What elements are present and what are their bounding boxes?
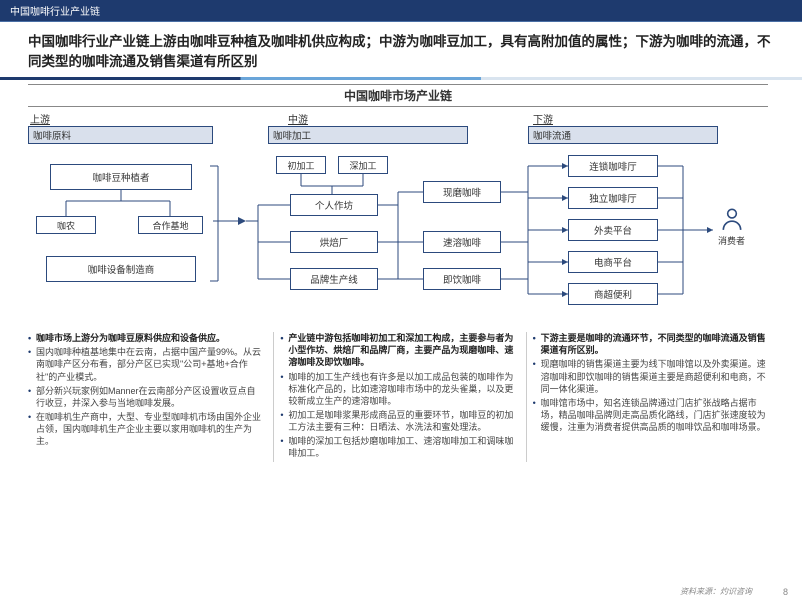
top-label: 中国咖啡行业产业链 <box>10 7 100 18</box>
accent-strip <box>0 77 802 80</box>
node-ecom: 电商平台 <box>568 251 658 273</box>
bullet-item: 在咖啡机生产商中，大型、专业型咖啡机市场由国外企业占领，国内咖啡机生产企业主要以… <box>28 411 263 447</box>
bullet-col-3: 下游主要是咖啡的流通环节，不同类型的咖啡流通及销售渠道有所区别。现磨咖啡的销售渠… <box>526 332 768 461</box>
flow-diagram: 上游 中游 下游 咖啡原料 咖啡加工 咖啡流通 咖啡豆种植者 咖农 合作基地 咖… <box>28 111 768 326</box>
node-indep: 独立咖啡厅 <box>568 187 658 209</box>
consumer-label: 消费者 <box>718 236 745 246</box>
node-deep: 深加工 <box>338 156 388 174</box>
source-label: 资料来源：灼识咨询 <box>680 586 752 597</box>
node-roast: 烘焙厂 <box>290 231 378 253</box>
node-chain: 连锁咖啡厅 <box>568 155 658 177</box>
bullet-item: 咖啡市场上游分为咖啡豆原料供应和设备供应。 <box>28 332 263 344</box>
bullet-columns: 咖啡市场上游分为咖啡豆原料供应和设备供应。国内咖啡种植基地集中在云南，占据中国产… <box>28 332 768 461</box>
bullet-item: 国内咖啡种植基地集中在云南，占据中国产量99%。从云南咖啡产区分布看，部分产区已… <box>28 346 263 382</box>
diagram-title: 中国咖啡市场产业链 <box>28 84 768 107</box>
node-workshop: 个人作坊 <box>290 194 378 216</box>
list-1: 咖啡市场上游分为咖啡豆原料供应和设备供应。国内咖啡种植基地集中在云南，占据中国产… <box>28 332 263 447</box>
list-3: 下游主要是咖啡的流通环节，不同类型的咖啡流通及销售渠道有所区别。现磨咖啡的销售渠… <box>533 332 768 433</box>
person-icon <box>719 206 745 232</box>
node-primary: 初加工 <box>276 156 326 174</box>
node-base: 合作基地 <box>138 216 203 234</box>
top-bar: 中国咖啡行业产业链 <box>0 0 802 22</box>
node-fresh: 现磨咖啡 <box>423 181 501 203</box>
node-instant: 速溶咖啡 <box>423 231 501 253</box>
bullet-col-2: 产业链中游包括咖啡初加工和深加工构成，主要参与者为小型作坊、烘焙厂和品牌厂商，主… <box>273 332 515 461</box>
bar-upstream: 咖啡原料 <box>28 126 213 144</box>
label-downstream: 下游 <box>533 111 553 126</box>
bar-midstream: 咖啡加工 <box>268 126 468 144</box>
node-consumer: 消费者 <box>718 206 745 247</box>
bullet-item: 下游主要是咖啡的流通环节，不同类型的咖啡流通及销售渠道有所区别。 <box>533 332 768 356</box>
bullet-item: 现磨咖啡的销售渠道主要为线下咖啡馆以及外卖渠道。速溶咖啡和即饮咖啡的销售渠道主要… <box>533 358 768 394</box>
node-equip: 咖啡设备制造商 <box>46 256 196 282</box>
node-planter: 咖啡豆种植者 <box>50 164 192 190</box>
node-rtd: 即饮咖啡 <box>423 268 501 290</box>
node-brandline: 品牌生产线 <box>290 268 378 290</box>
bullet-item: 初加工是咖啡浆果形成商品豆的重要环节，咖啡豆的初加工方法主要有三种：日晒法、水洗… <box>280 409 515 433</box>
bullet-item: 产业链中游包括咖啡初加工和深加工构成，主要参与者为小型作坊、烘焙厂和品牌厂商，主… <box>280 332 515 368</box>
label-midstream: 中游 <box>288 111 308 126</box>
bullet-item: 咖啡馆市场中，知名连锁品牌通过门店扩张战略占据市场，精品咖啡品牌则走高品质化路线… <box>533 397 768 433</box>
node-farmer: 咖农 <box>36 216 96 234</box>
list-2: 产业链中游包括咖啡初加工和深加工构成，主要参与者为小型作坊、烘焙厂和品牌厂商，主… <box>280 332 515 459</box>
bullet-item: 咖啡的深加工包括炒磨咖啡加工、速溶咖啡加工和调味咖啡加工。 <box>280 435 515 459</box>
headline: 中国咖啡行业产业链上游由咖啡豆种植及咖啡机供应构成；中游为咖啡豆加工，具有高附加… <box>0 22 802 77</box>
bar-downstream: 咖啡流通 <box>528 126 718 144</box>
bullet-item: 部分新兴玩家例如Manner在云南部分产区设置收豆点自行收豆，并深入参与当地咖啡… <box>28 385 263 409</box>
bullet-item: 咖啡的加工生产线也有许多是以加工成品包装的咖啡作为标准化产品的，比如速溶咖啡市场… <box>280 371 515 407</box>
label-upstream: 上游 <box>30 111 50 126</box>
page-number: 8 <box>783 587 788 597</box>
node-cvs: 商超便利 <box>568 283 658 305</box>
node-takeout: 外卖平台 <box>568 219 658 241</box>
bullet-col-1: 咖啡市场上游分为咖啡豆原料供应和设备供应。国内咖啡种植基地集中在云南，占据中国产… <box>28 332 263 461</box>
